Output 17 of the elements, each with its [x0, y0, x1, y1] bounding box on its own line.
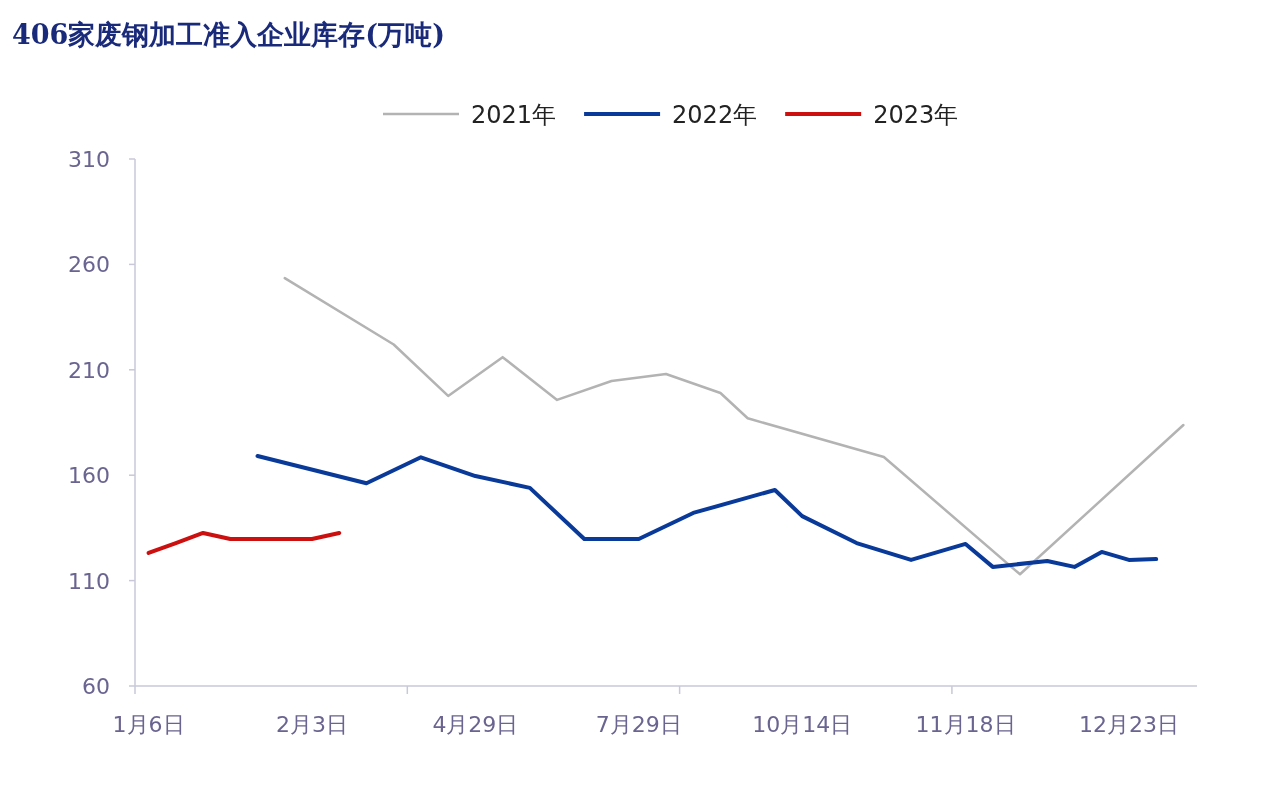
y-tick-label: 60: [82, 674, 110, 699]
x-tick-label: 11月18日: [915, 712, 1016, 737]
legend-label: 2021年: [471, 101, 557, 129]
legend-label: 2022年: [672, 101, 758, 129]
y-tick-label: 110: [68, 568, 110, 594]
y-tick-label: 210: [68, 357, 110, 383]
x-tick-label: 12月23日: [1078, 712, 1179, 737]
legend-label: 2023年: [873, 101, 959, 129]
x-tick-label: 4月29日: [432, 712, 519, 737]
y-tick-label: 260: [68, 252, 110, 278]
y-tick-label: 160: [68, 463, 110, 489]
x-tick-label: 7月29日: [595, 712, 682, 737]
x-tick-label: 1月6日: [112, 712, 185, 737]
chart-title: 406家废钢加工准入企业库存(万吨): [12, 19, 445, 50]
x-tick-label: 10月14日: [752, 712, 853, 737]
x-tick-label: 2月3日: [276, 712, 348, 737]
y-tick-label: 310: [68, 147, 110, 172]
